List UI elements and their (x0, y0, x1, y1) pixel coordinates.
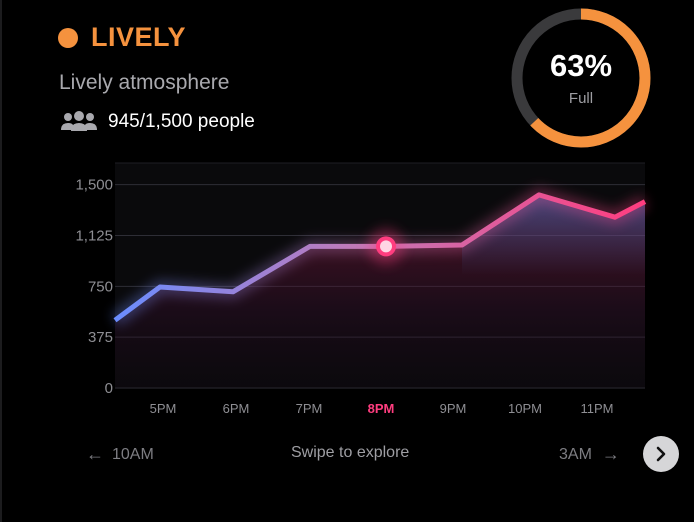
x-tick-label[interactable]: 9PM (440, 401, 467, 416)
highlight-point[interactable] (380, 240, 392, 253)
capacity-percent: 63% (549, 48, 613, 83)
x-tick-label[interactable]: 5PM (150, 401, 177, 416)
x-tick-label[interactable]: 7PM (296, 401, 323, 416)
atmosphere-subtitle: Lively atmosphere (59, 71, 230, 94)
frame-edge (0, 0, 2, 522)
chevron-right-icon (656, 446, 666, 462)
x-tick-label[interactable]: 10PM (508, 401, 542, 416)
next-time-button[interactable]: 3AM → (559, 444, 620, 465)
status-dot (58, 27, 78, 48)
y-tick-label: 1,500 (75, 177, 113, 194)
y-tick-label: 750 (88, 278, 113, 295)
people-count: 945/1,500 people (108, 111, 255, 132)
capacity-gauge (511, 8, 651, 148)
y-tick-label: 1,125 (75, 228, 113, 245)
x-tick-label[interactable]: 6PM (223, 401, 250, 416)
people-count-row: 945/1,500 people (60, 110, 255, 134)
next-time-label: 3AM (559, 445, 592, 463)
status-label: LIVELY (91, 22, 187, 52)
group-icon (61, 111, 97, 131)
y-tick-label: 375 (88, 329, 113, 346)
attendance-chart[interactable]: 0 375 750 1,125 1,500 5PM 6PM 7PM 8PM 9PM 10PM 11P… (0, 0, 694, 430)
y-tick-label: 0 (105, 380, 113, 397)
status-indicator: LIVELY (58, 22, 186, 53)
gauge-fill (511, 8, 651, 148)
x-tick-label[interactable]: 11PM (581, 401, 614, 416)
capacity-label: Full (568, 90, 594, 107)
swipe-hint: Swipe to explore (291, 444, 410, 461)
arrow-right-icon: → (601, 444, 620, 464)
x-tick-label[interactable]: 8PM (368, 401, 395, 416)
arrow-left-icon: ← (86, 444, 104, 464)
prev-time-button[interactable]: ← 10AM (86, 444, 154, 465)
prev-time-label: 10AM (112, 445, 154, 463)
next-page-button[interactable] (643, 436, 679, 472)
